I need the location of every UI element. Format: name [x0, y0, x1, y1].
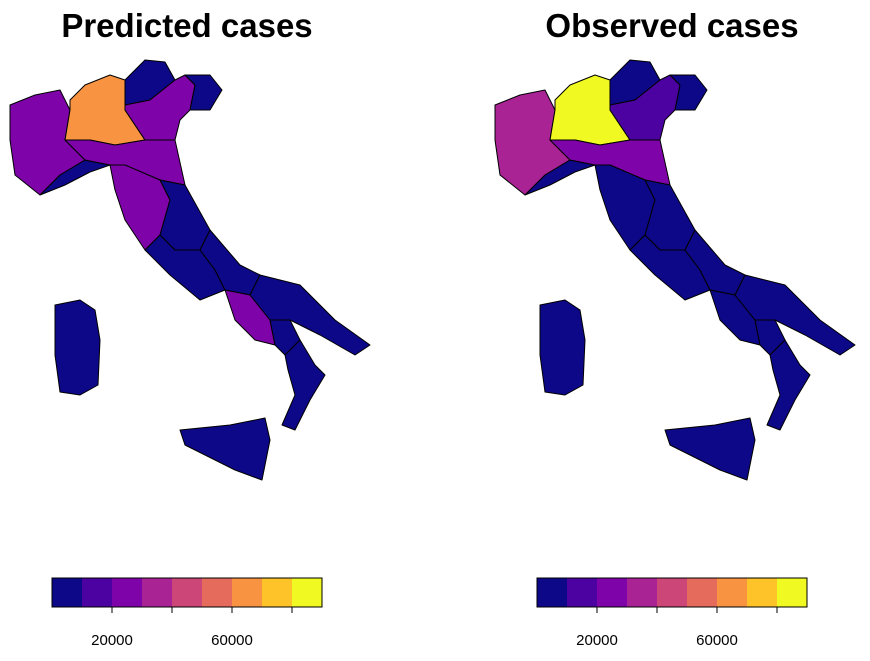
legend-swatch	[687, 578, 718, 607]
legend-tick-label: 20000	[576, 632, 618, 649]
legend-swatch	[172, 578, 203, 607]
panel-title: Observed cases	[545, 7, 798, 44]
region	[184, 74, 223, 111]
legend-frame	[51, 577, 323, 608]
legend-tick-label: 20000	[91, 632, 133, 649]
region	[766, 339, 811, 431]
legend-swatch	[292, 578, 323, 607]
legend-tick-label: 60000	[696, 632, 738, 649]
legend-swatch	[112, 578, 143, 607]
region	[664, 417, 756, 481]
legend-swatch	[777, 578, 808, 607]
region	[281, 339, 326, 431]
legend-swatch	[202, 578, 233, 607]
legend-swatch	[567, 578, 598, 607]
legend-swatch	[232, 578, 263, 607]
region	[179, 417, 271, 481]
legend-swatch	[52, 578, 83, 607]
legend-swatch	[657, 578, 688, 607]
legend-swatch	[262, 578, 293, 607]
legend-swatch	[627, 578, 658, 607]
region	[669, 74, 708, 111]
panel-title: Predicted cases	[61, 7, 312, 44]
legend-swatch	[717, 578, 748, 607]
legend-frame	[536, 577, 808, 608]
legend-tick-label: 60000	[211, 632, 253, 649]
legend-swatch	[747, 578, 778, 607]
legend-swatch	[142, 578, 173, 607]
region	[644, 179, 696, 251]
region	[539, 299, 586, 396]
legend-swatch	[537, 578, 568, 607]
region	[159, 179, 211, 251]
legend-swatch	[597, 578, 628, 607]
region	[54, 299, 101, 396]
legend-swatch	[82, 578, 113, 607]
